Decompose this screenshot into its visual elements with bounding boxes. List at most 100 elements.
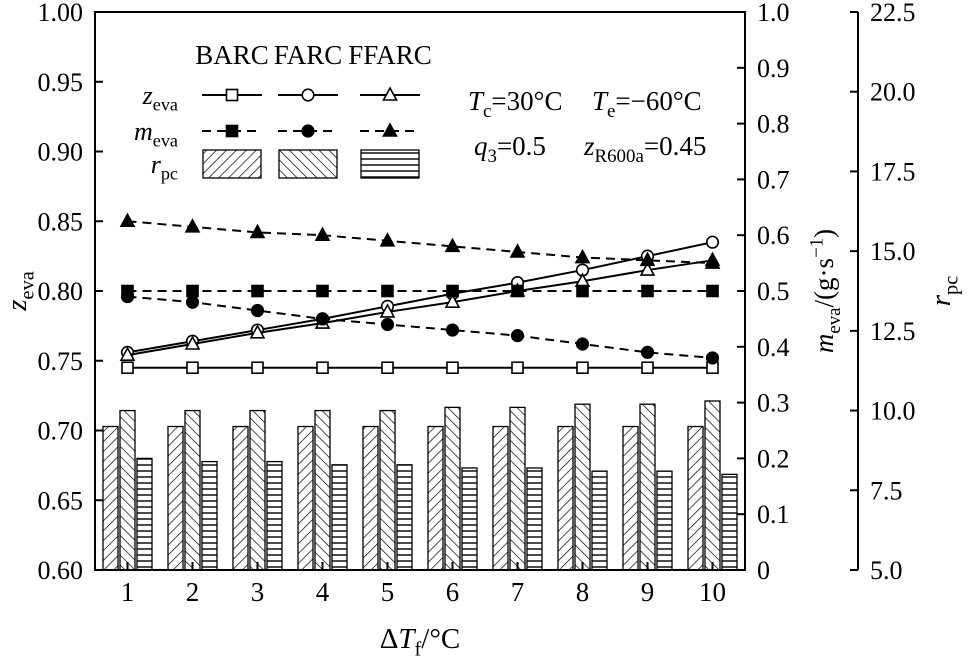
circle-marker bbox=[575, 337, 590, 351]
left-tick-label: 0.65 bbox=[38, 486, 84, 515]
meva-tick-label: 0.3 bbox=[757, 389, 790, 418]
square-marker bbox=[706, 284, 719, 298]
circle-marker bbox=[301, 124, 315, 138]
triangle-marker bbox=[119, 212, 136, 228]
legend-header-farc: FARC bbox=[274, 40, 343, 70]
meva-tick-label: 0.2 bbox=[757, 444, 790, 473]
bar bbox=[444, 406, 461, 571]
meva-tick-label: 0.7 bbox=[757, 165, 790, 194]
x-tick-label: 1 bbox=[121, 577, 135, 607]
rpc-tick-label: 10.0 bbox=[870, 397, 916, 426]
square-marker bbox=[641, 361, 654, 375]
bar bbox=[136, 457, 153, 571]
series-line bbox=[127, 241, 713, 354]
x-axis-title: ΔTf/°C bbox=[380, 623, 461, 660]
rpc-tick-label: 20.0 bbox=[870, 78, 916, 107]
bar-series-ffarc bbox=[136, 457, 738, 571]
meva-tick-label: 0.5 bbox=[757, 277, 790, 306]
bar bbox=[509, 406, 526, 571]
square-marker bbox=[576, 284, 589, 298]
square-marker bbox=[446, 361, 459, 375]
bar bbox=[167, 425, 184, 571]
triangle-marker bbox=[379, 232, 396, 247]
series-z-eva-ffarc bbox=[119, 251, 721, 361]
circle-marker bbox=[640, 345, 655, 359]
series-m-eva-ffarc bbox=[119, 212, 721, 269]
series-z-eva-barc bbox=[121, 361, 719, 375]
triangle-marker bbox=[379, 303, 396, 318]
circle-marker bbox=[250, 303, 265, 318]
legend-sample-bar bbox=[360, 149, 420, 179]
bar bbox=[721, 473, 738, 571]
left-tick-label: 0.95 bbox=[38, 68, 84, 97]
rpc-tick-label: 15.0 bbox=[870, 237, 916, 266]
rpc-tick-label: 7.5 bbox=[870, 476, 903, 505]
triangle-marker bbox=[184, 218, 201, 233]
annotation: Te=−60°C bbox=[592, 86, 702, 122]
circle-marker bbox=[185, 295, 200, 309]
square-marker bbox=[225, 88, 239, 102]
square-marker bbox=[251, 284, 264, 298]
triangle-marker bbox=[639, 251, 656, 267]
triangle-marker bbox=[444, 237, 461, 253]
meva-tick-label: 0.9 bbox=[757, 54, 790, 83]
x-tick-label: 4 bbox=[316, 577, 330, 607]
circle-marker bbox=[510, 329, 525, 343]
triangle-marker bbox=[382, 122, 398, 137]
bar bbox=[704, 400, 721, 571]
circle-marker bbox=[301, 88, 315, 102]
bar bbox=[331, 464, 348, 571]
square-marker bbox=[225, 124, 239, 138]
bars bbox=[102, 400, 738, 571]
x-tick-label: 6 bbox=[446, 577, 460, 607]
square-marker bbox=[381, 361, 394, 375]
meva-tick-label: 0.8 bbox=[757, 110, 790, 139]
bar bbox=[492, 425, 509, 571]
bar bbox=[461, 467, 478, 571]
x-tick-label: 8 bbox=[576, 577, 590, 607]
triangle-marker bbox=[704, 254, 721, 269]
bar bbox=[574, 403, 591, 571]
square-marker bbox=[511, 284, 524, 298]
legend-row-label: rpc bbox=[151, 150, 178, 184]
bar bbox=[526, 467, 543, 571]
y-axis-title-meva: meva/(g·s−1) bbox=[807, 229, 845, 353]
y-axis-title-rpc: rpc bbox=[925, 276, 962, 306]
left-tick-label: 0.60 bbox=[38, 556, 84, 585]
circle-marker bbox=[705, 351, 720, 365]
series-line bbox=[127, 259, 713, 357]
bar bbox=[297, 425, 314, 571]
legend-sample-bar bbox=[278, 149, 338, 179]
legend-header-ffarc: FFARC bbox=[348, 40, 432, 70]
bar bbox=[687, 425, 704, 571]
triangle-marker bbox=[509, 243, 526, 258]
circle-marker bbox=[380, 317, 395, 332]
meva-tick-label: 1.0 bbox=[757, 0, 790, 27]
triangle-marker bbox=[249, 324, 266, 339]
x-tick-label: 9 bbox=[641, 577, 655, 607]
bar bbox=[639, 403, 656, 571]
left-tick-label: 0.75 bbox=[38, 347, 84, 376]
triangle-marker bbox=[184, 335, 201, 350]
axes: 0.600.650.700.750.800.850.900.951.0000.1… bbox=[38, 0, 916, 607]
bar bbox=[119, 409, 136, 571]
circle-marker bbox=[315, 312, 330, 326]
y-axis-title-zeva: zeva bbox=[1, 271, 38, 311]
x-tick-label: 3 bbox=[251, 577, 265, 607]
meva-tick-label: 0.1 bbox=[757, 500, 790, 529]
square-marker bbox=[446, 284, 459, 298]
square-marker bbox=[186, 284, 199, 298]
square-marker bbox=[316, 361, 329, 375]
series-m-eva-farc bbox=[120, 289, 720, 365]
bar bbox=[314, 409, 331, 571]
triangle-marker bbox=[119, 346, 136, 361]
triangle-marker bbox=[574, 248, 591, 264]
circle-marker bbox=[705, 235, 720, 249]
annotations: Tc=30°C Te=−60°C q3=0.5 zR600a=0.45 bbox=[468, 86, 706, 167]
left-tick-label: 1.00 bbox=[38, 0, 84, 27]
bar bbox=[396, 464, 413, 571]
meva-tick-label: 0 bbox=[757, 556, 770, 585]
annotation: zR600a=0.45 bbox=[583, 131, 706, 167]
meva-tick-label: 0.4 bbox=[757, 333, 790, 362]
